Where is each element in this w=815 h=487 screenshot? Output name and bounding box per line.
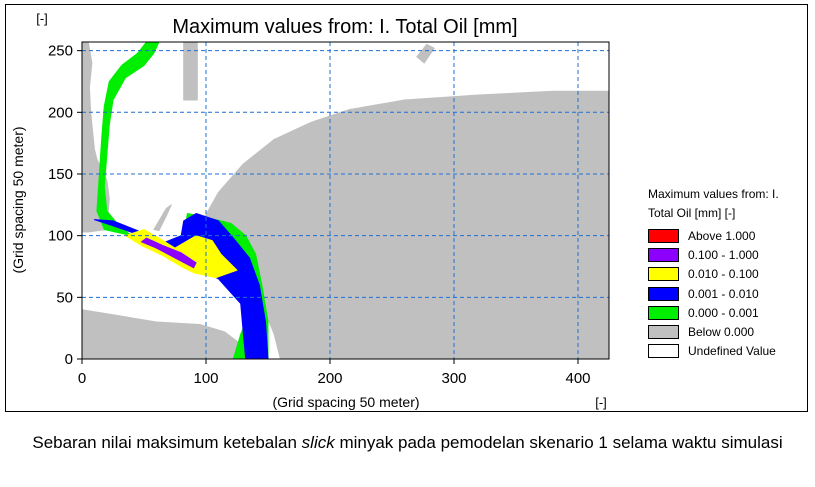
x-unit-label: [-] (595, 395, 607, 410)
x-tick-label: 200 (317, 370, 342, 387)
x-tick-label: 100 (193, 370, 218, 387)
legend-title-line1: Maximum values from: I. (648, 187, 779, 201)
x-axis-label: (Grid spacing 50 meter) (272, 394, 419, 410)
region-island-top (416, 44, 435, 64)
y-tick-label: 50 (56, 289, 73, 306)
caption-text-before: Sebaran nilai maksimum ketebalan (32, 433, 302, 452)
plot-border (81, 41, 610, 360)
legend-label: 0.100 - 1.000 (688, 248, 759, 262)
legend-label: 0.001 - 0.010 (688, 287, 759, 301)
region-spit-left (153, 204, 172, 232)
region-purple-slick (141, 237, 197, 269)
legend-swatch (648, 248, 679, 262)
region-land-north (183, 42, 198, 101)
y-tick-label: 150 (48, 166, 73, 183)
legend-swatch (648, 325, 679, 339)
caption-text-after: minyak pada pemodelan skenario 1 selama … (334, 433, 783, 452)
legend-label: 0.000 - 0.001 (688, 306, 759, 320)
legend-swatch (648, 229, 679, 243)
x-tick-label: 300 (441, 370, 466, 387)
legend-label: 0.010 - 0.100 (688, 267, 759, 281)
caption-emphasis: slick (301, 433, 335, 452)
y-tick-label: 100 (48, 228, 73, 245)
y-tick-label: 0 (65, 351, 73, 368)
legend-title-line2: Total Oil [mm] [-] (648, 206, 736, 220)
y-unit-label: [-] (36, 11, 48, 26)
y-axis-label: (Grid spacing 50 meter) (10, 126, 26, 273)
legend-label: Below 0.000 (688, 325, 755, 339)
x-tick-label: 0 (78, 370, 86, 387)
legend-swatch (648, 267, 679, 281)
legend-swatch (648, 287, 679, 301)
chart-title: Maximum values from: I. Total Oil [mm] (172, 16, 517, 38)
figure-caption: Sebaran nilai maksimum ketebalan slick m… (0, 430, 815, 455)
legend-label: Undefined Value (688, 344, 776, 358)
legend-swatch (648, 344, 679, 358)
legend-label: Above 1.000 (688, 229, 756, 243)
legend-swatch (648, 306, 679, 320)
y-tick-label: 250 (48, 43, 73, 60)
x-tick-label: 400 (565, 370, 590, 387)
region-land-lower (82, 309, 250, 359)
y-tick-label: 200 (48, 104, 73, 121)
